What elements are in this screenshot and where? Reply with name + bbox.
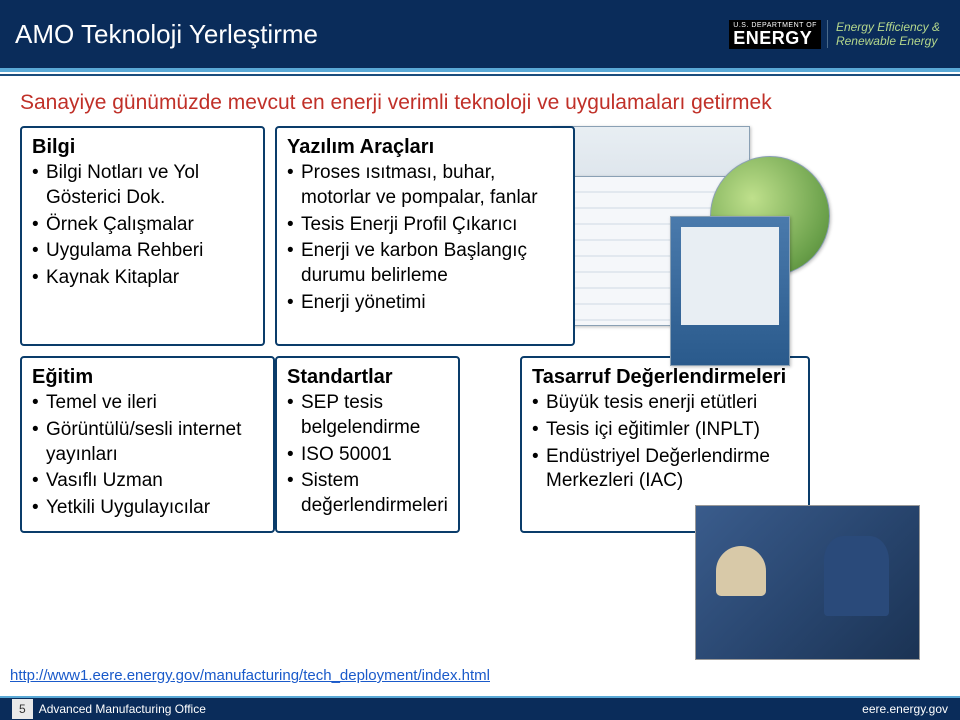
- yazilim-heading: Yazılım Araçları: [287, 136, 563, 159]
- bilgi-list: Bilgi Notları ve Yol Gösterici Dok. Örne…: [32, 161, 253, 290]
- list-item: Bilgi Notları ve Yol Gösterici Dok.: [32, 161, 253, 210]
- slide-title: AMO Teknoloji Yerleştirme: [15, 19, 318, 50]
- list-item: ISO 50001: [287, 443, 448, 468]
- eere-line1: Energy Efficiency &: [836, 20, 940, 34]
- footer-left: 5 Advanced Manufacturing Office: [12, 699, 206, 719]
- report-cover-thumbnail: [670, 216, 790, 366]
- list-item: SEP tesis belgelendirme: [287, 391, 448, 440]
- list-item: Kaynak Kitaplar: [32, 266, 253, 291]
- eere-line2: Renewable Energy: [836, 34, 940, 48]
- doe-logo: U.S. DEPARTMENT OF ENERGY: [729, 20, 821, 49]
- slide-header: AMO Teknoloji Yerleştirme U.S. DEPARTMEN…: [0, 0, 960, 72]
- box-standartlar: Standartlar SEP tesis belgelendirme ISO …: [275, 356, 460, 532]
- bilgi-heading: Bilgi: [32, 136, 253, 159]
- list-item: Yetkili Uygulayıcılar: [32, 496, 263, 521]
- standartlar-heading: Standartlar: [287, 366, 448, 389]
- page-number: 5: [12, 699, 33, 719]
- eere-text: Energy Efficiency & Renewable Energy: [827, 20, 940, 49]
- tasarruf-heading: Tasarruf Değerlendirmeleri: [532, 366, 798, 389]
- box-bilgi: Bilgi Bilgi Notları ve Yol Gösterici Dok…: [20, 126, 265, 346]
- egitim-list: Temel ve ileri Görüntülü/sesli internet …: [32, 391, 263, 520]
- list-item: Uygulama Rehberi: [32, 239, 253, 264]
- content-area: Sanayiye günümüzde mevcut en enerji veri…: [0, 76, 960, 533]
- list-item: Örnek Çalışmalar: [32, 213, 253, 238]
- slide-footer: 5 Advanced Manufacturing Office eere.ene…: [0, 696, 960, 720]
- footer-site: eere.energy.gov: [862, 702, 948, 716]
- list-item: Tesis Enerji Profil Çıkarıcı: [287, 213, 563, 238]
- tasarruf-list: Büyük tesis enerji etütleri Tesis içi eğ…: [532, 391, 798, 494]
- list-item: Enerji ve karbon Başlangıç durumu belirl…: [287, 239, 563, 288]
- boxes-grid: Bilgi Bilgi Notları ve Yol Gösterici Dok…: [20, 126, 940, 532]
- logo-block: U.S. DEPARTMENT OF ENERGY Energy Efficie…: [729, 20, 940, 49]
- list-item: Sistem değerlendirmeleri: [287, 469, 448, 518]
- list-item: Vasıflı Uzman: [32, 469, 263, 494]
- list-item: Temel ve ileri: [32, 391, 263, 416]
- yazilim-list: Proses ısıtması, buhar, motorlar ve pomp…: [287, 161, 563, 315]
- doe-dept-big: ENERGY: [733, 29, 817, 47]
- list-item: Proses ısıtması, buhar, motorlar ve pomp…: [287, 161, 563, 210]
- standartlar-list: SEP tesis belgelendirme ISO 50001 Sistem…: [287, 391, 448, 518]
- list-item: Görüntülü/sesli internet yayınları: [32, 418, 263, 467]
- intro-text: Sanayiye günümüzde mevcut en enerji veri…: [20, 90, 940, 116]
- list-item: Tesis içi eğitimler (INPLT): [532, 418, 798, 443]
- box-egitim: Eğitim Temel ve ileri Görüntülü/sesli in…: [20, 356, 275, 532]
- box-yazilim: Yazılım Araçları Proses ısıtması, buhar,…: [275, 126, 575, 346]
- egitim-heading: Eğitim: [32, 366, 263, 389]
- list-item: Enerji yönetimi: [287, 291, 563, 316]
- footer-office: Advanced Manufacturing Office: [39, 702, 206, 716]
- source-link[interactable]: http://www1.eere.energy.gov/manufacturin…: [10, 667, 490, 684]
- workers-photo: [695, 505, 920, 660]
- list-item: Endüstriyel Değerlendirme Merkezleri (IA…: [532, 445, 798, 494]
- list-item: Büyük tesis enerji etütleri: [532, 391, 798, 416]
